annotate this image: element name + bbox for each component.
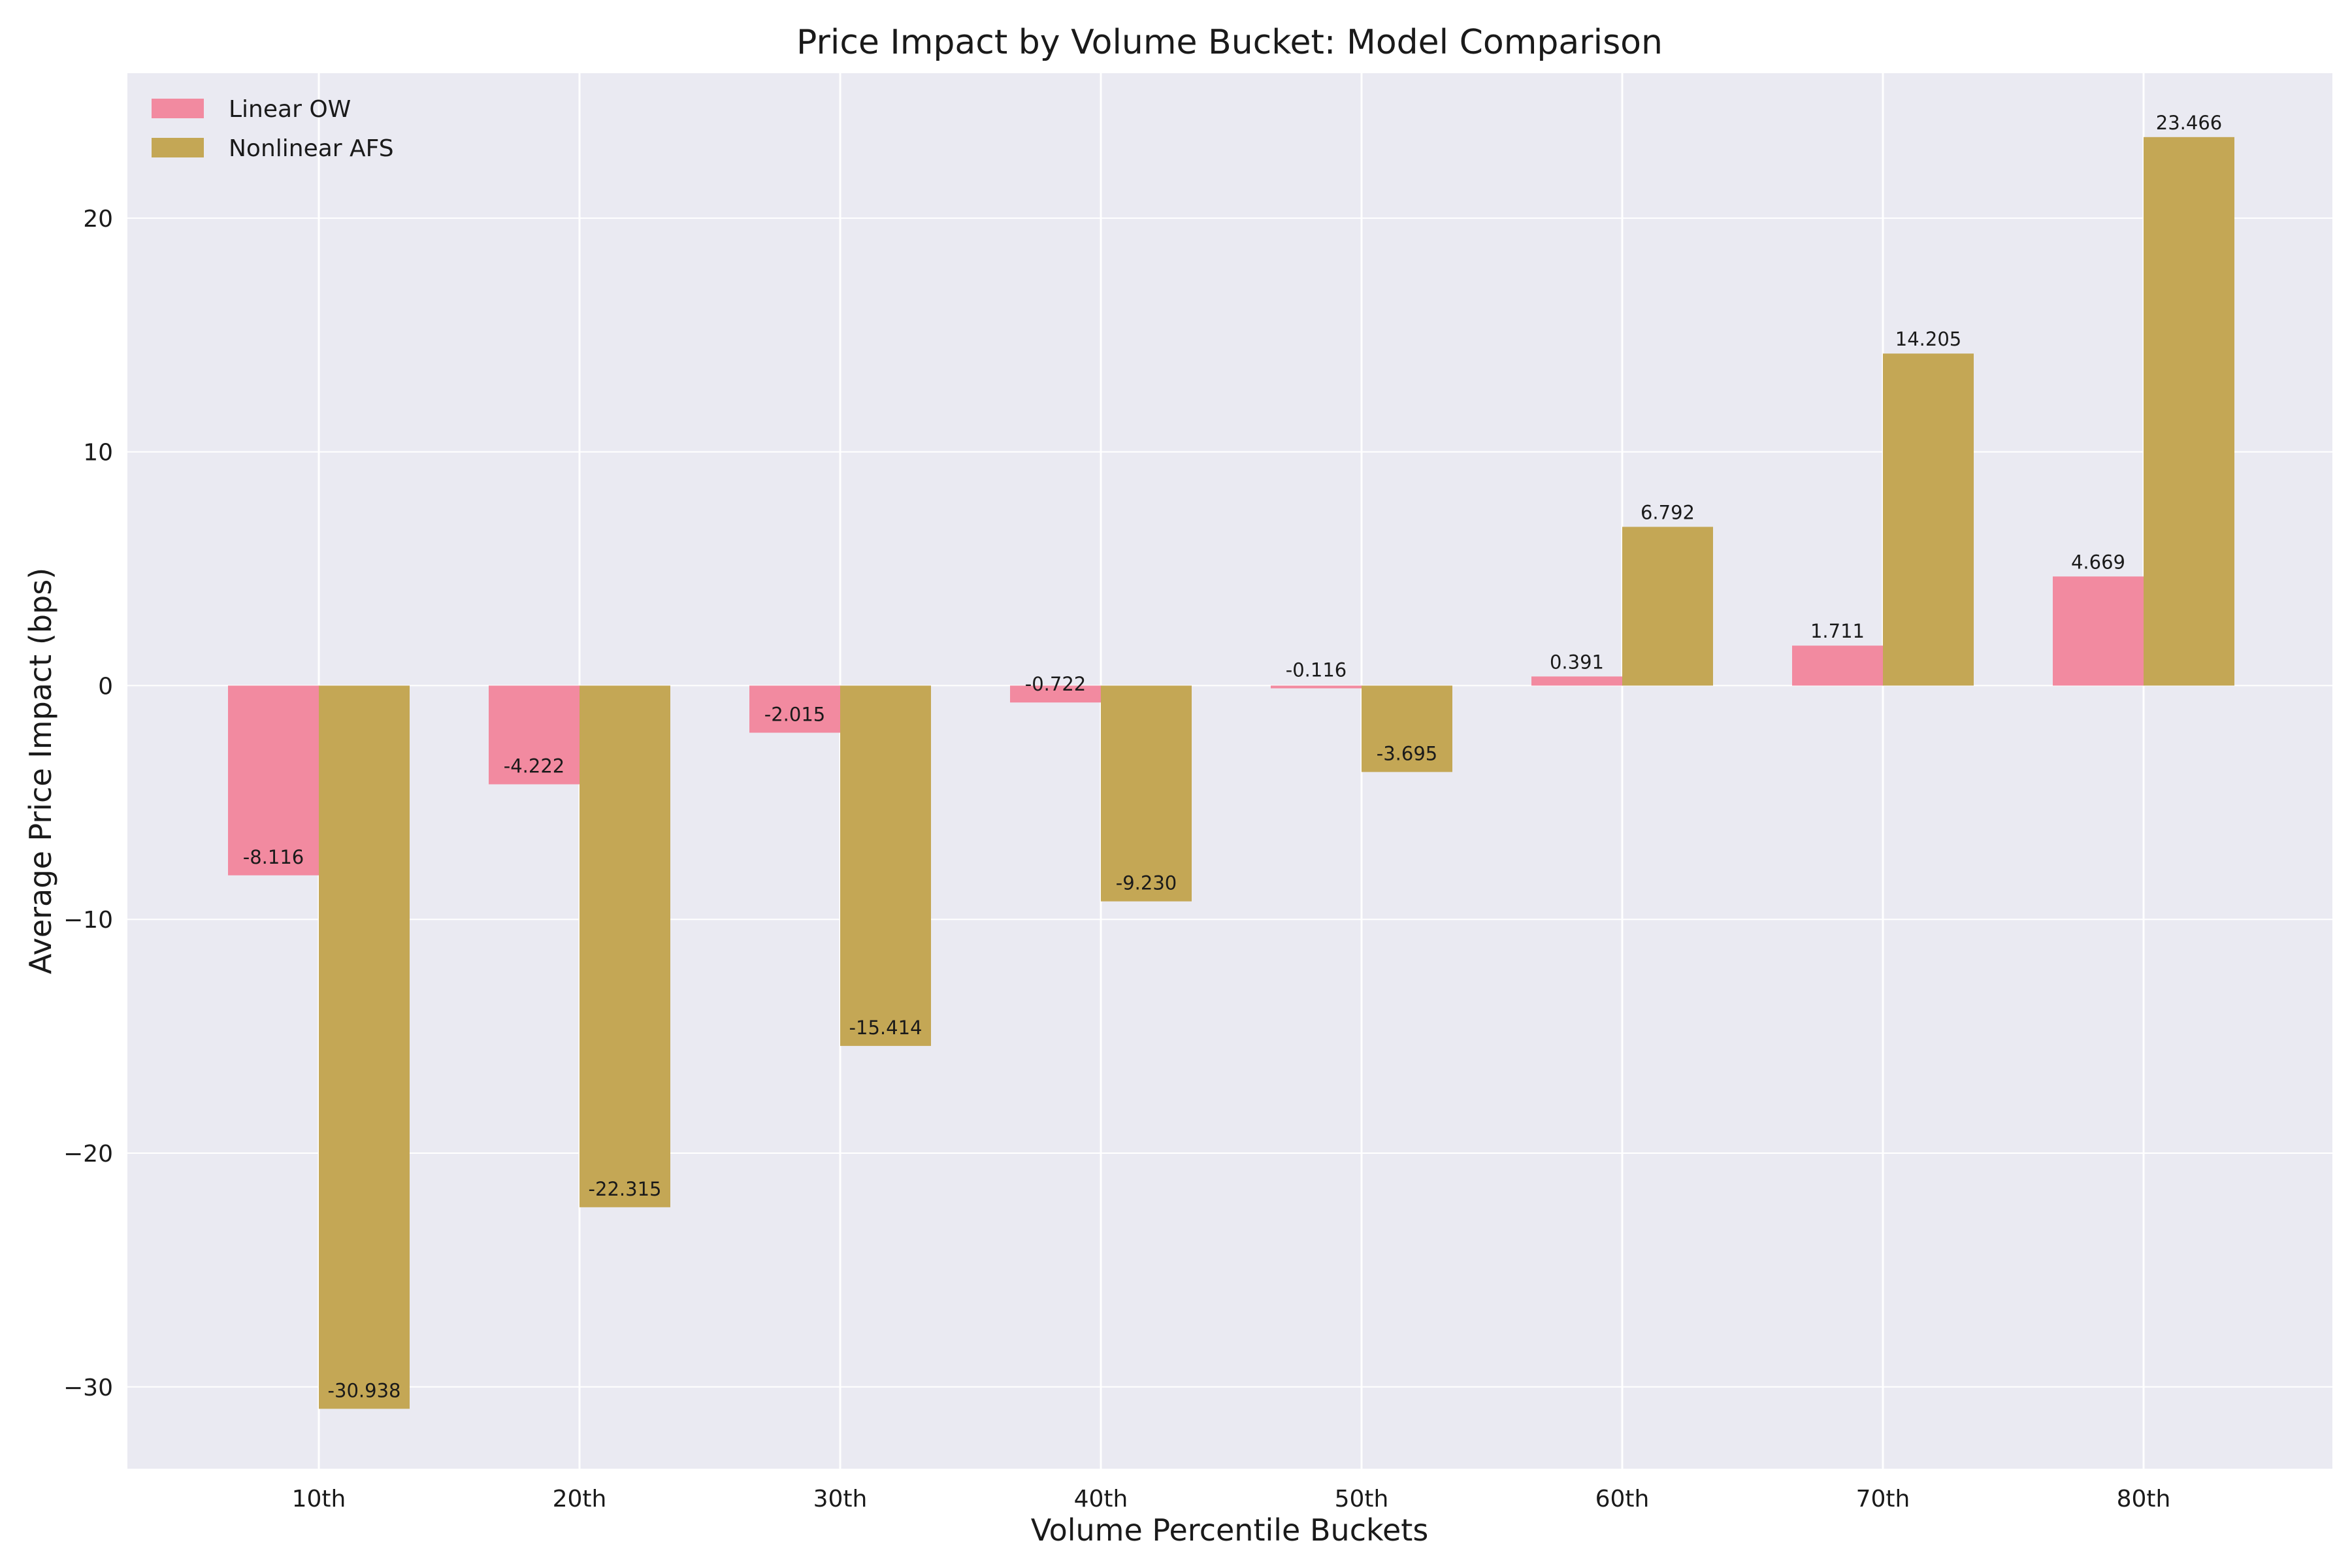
bar-value-label: -4.222: [504, 755, 565, 777]
bar-value-label: -2.015: [764, 704, 826, 726]
bar-value-label: 1.711: [1810, 620, 1865, 642]
bar-value-label: 6.792: [1641, 501, 1695, 523]
bar-value-label: -9.230: [1116, 872, 1177, 894]
x-tick-label: 50th: [1335, 1486, 1389, 1512]
y-tick-label: −10: [63, 907, 113, 934]
legend: Linear OW Nonlinear AFS: [152, 96, 394, 162]
bar-nonlinear-afs: [1101, 685, 1192, 902]
y-tick-label: −20: [63, 1141, 113, 1168]
bar-value-label: -3.695: [1377, 743, 1438, 765]
bar-linear-ow: [228, 685, 319, 875]
bars: [228, 137, 2234, 1409]
bar-linear-ow: [2053, 576, 2144, 686]
bar-value-label: 0.391: [1550, 651, 1604, 673]
y-tick-label: −30: [63, 1375, 113, 1401]
bar-value-label: 23.466: [2156, 112, 2222, 134]
plot-background: [127, 73, 2332, 1469]
bar-linear-ow: [489, 685, 580, 785]
bar-value-label: 14.205: [1895, 328, 1961, 350]
chart-title: Price Impact by Volume Bucket: Model Com…: [796, 23, 1663, 62]
y-axis-ticks: −30 −20 −10 0 10 20: [63, 206, 113, 1401]
bar-value-label: -0.116: [1286, 659, 1347, 681]
bar-nonlinear-afs: [1883, 353, 1974, 686]
bar-nonlinear-afs: [319, 685, 410, 1409]
x-axis-title: Volume Percentile Buckets: [1031, 1512, 1429, 1548]
bar-linear-ow: [1010, 685, 1101, 703]
bar-value-label: 4.669: [2071, 551, 2125, 573]
y-axis-title: Average Price Impact (bps): [23, 568, 58, 974]
bar-value-label: -22.315: [589, 1178, 662, 1200]
legend-label-nonlinear-afs: Nonlinear AFS: [229, 135, 394, 162]
y-tick-label: 10: [83, 440, 113, 466]
bar-value-label: -8.116: [243, 846, 304, 868]
legend-label-linear-ow: Linear OW: [229, 96, 351, 123]
x-tick-label: 80th: [2117, 1486, 2171, 1512]
bar-labels: -8.116 -4.222 -2.015 -0.722 -0.116 0.391 1.711…: [243, 112, 2222, 1402]
bar-nonlinear-afs: [1362, 685, 1452, 772]
x-tick-label: 70th: [1856, 1486, 1910, 1512]
x-tick-label: 20th: [553, 1486, 607, 1512]
bar-nonlinear-afs: [1622, 527, 1713, 686]
bar-linear-ow: [1792, 645, 1883, 686]
x-axis-ticks: 10th 20th 30th 40th 50th 60th 70th 80th: [292, 1486, 2171, 1512]
bar-value-label: -15.414: [849, 1017, 923, 1039]
legend-swatch-linear-ow: [152, 99, 204, 118]
y-tick-label: 0: [98, 673, 113, 700]
x-tick-label: 60th: [1595, 1486, 1650, 1512]
x-tick-label: 10th: [292, 1486, 346, 1512]
bar-value-label: -30.938: [328, 1379, 401, 1401]
legend-swatch-nonlinear-afs: [152, 138, 204, 157]
bar-linear-ow: [1531, 676, 1622, 686]
bar-nonlinear-afs: [580, 685, 670, 1207]
bar-linear-ow: [1271, 685, 1362, 689]
bar-value-label: -0.722: [1025, 673, 1086, 695]
bar-nonlinear-afs: [2144, 137, 2234, 686]
bar-nonlinear-afs: [840, 685, 931, 1046]
bar-linear-ow: [749, 685, 840, 733]
x-tick-label: 40th: [1074, 1486, 1128, 1512]
x-tick-label: 30th: [813, 1486, 868, 1512]
y-tick-label: 20: [83, 206, 113, 233]
grid-lines: [127, 73, 2332, 1469]
